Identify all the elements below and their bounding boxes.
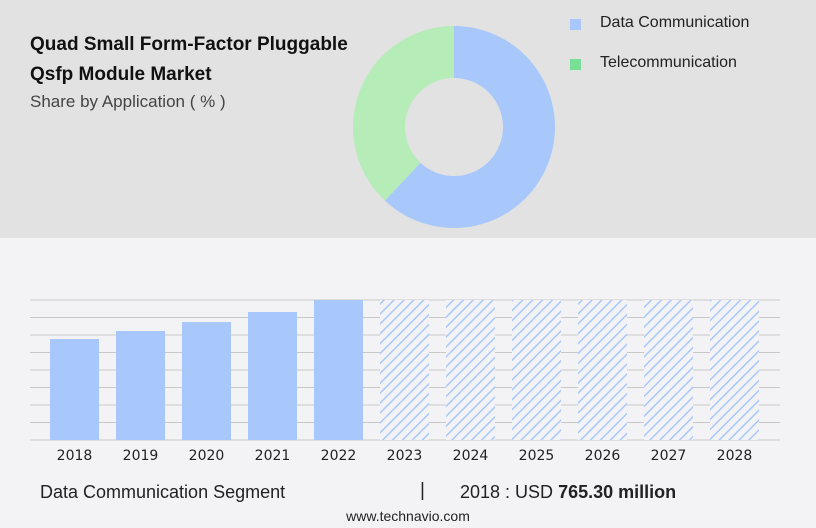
x-tick-label: 2019 <box>123 448 159 464</box>
bar-2026 <box>578 300 627 440</box>
x-tick-label: 2020 <box>189 448 225 464</box>
legend-swatch-data-communication <box>570 19 581 30</box>
x-tick-label: 2026 <box>585 448 621 464</box>
bar-2023 <box>380 300 429 440</box>
x-tick-label: 2022 <box>321 448 357 464</box>
x-tick-label: 2018 <box>57 448 93 464</box>
x-tick-label: 2027 <box>651 448 687 464</box>
footer-value: 2018 : USD 765.30 million <box>460 482 676 503</box>
bar-2028 <box>710 300 759 440</box>
bar-2018 <box>50 339 99 440</box>
chart-subtitle: Share by Application ( % ) <box>30 92 226 111</box>
bar-2024 <box>446 300 495 440</box>
donut-slice-telecommunication <box>353 25 454 201</box>
bar-2020 <box>182 322 231 440</box>
legend-swatch-telecommunication <box>570 59 581 70</box>
x-tick-label: 2025 <box>519 448 555 464</box>
bar-2027 <box>644 300 693 440</box>
x-tick-label: 2021 <box>255 448 291 464</box>
x-tick-label: 2028 <box>717 448 753 464</box>
footer-segment: Data Communication Segment <box>40 482 286 502</box>
bar-2022 <box>314 300 363 440</box>
x-tick-label: 2024 <box>453 448 489 464</box>
site-url: www.technavio.com <box>346 508 470 524</box>
bar-2019 <box>116 331 165 440</box>
footer-separator: | <box>420 480 425 501</box>
footer-year: 2018 : USD <box>460 482 559 502</box>
chart-title: Quad Small Form-Factor Pluggable Qsfp Mo… <box>30 34 348 85</box>
x-tick-label: 2023 <box>387 448 423 464</box>
legend-label: Data Communication <box>600 14 750 31</box>
bar-2021 <box>248 312 297 440</box>
bar-2025 <box>512 300 561 440</box>
donut-slice-data-communication <box>384 26 555 228</box>
legend-label: Telecommunication <box>600 54 737 71</box>
footer-amount: 765.30 million <box>558 482 677 502</box>
